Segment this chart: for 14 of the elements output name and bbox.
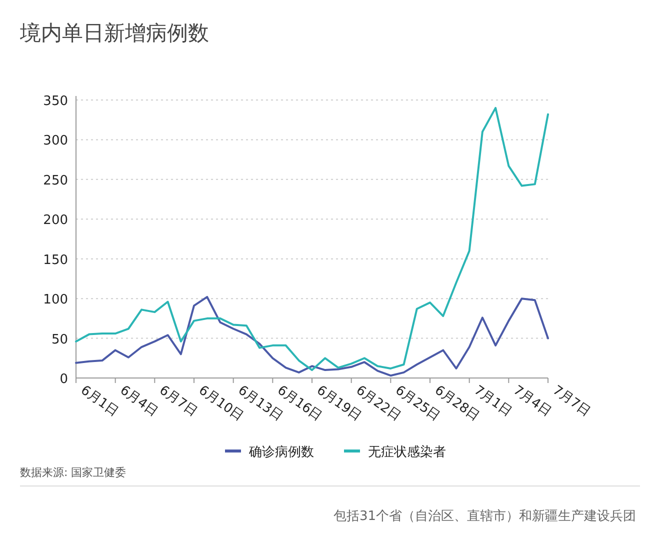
chart-title: 境内单日新增病例数 — [19, 21, 209, 45]
y-tick-label: 0 — [60, 372, 68, 387]
line-series — [75, 106, 549, 372]
y-tick-label: 300 — [43, 134, 68, 149]
y-tick-label: 200 — [43, 213, 68, 228]
text: 包括31个省（自治区、直辖市）和新疆生产建设兵团 — [333, 509, 636, 524]
legend-label: 确诊病例数 — [248, 445, 314, 460]
source-note: 数据来源: 国家卫健委 — [20, 466, 126, 479]
legend-label: 无症状感染者 — [368, 445, 446, 460]
y-tick-label: 100 — [43, 292, 68, 308]
y-tick-label: 150 — [43, 252, 68, 268]
y-tick-label: 350 — [43, 94, 68, 109]
y-tick-label: 50 — [51, 332, 68, 348]
y-tick-label: 250 — [43, 173, 68, 188]
